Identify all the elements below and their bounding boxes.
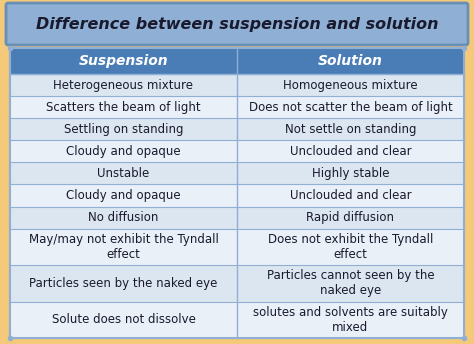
Bar (10, 265, 237, 302)
Text: Does not scatter the beam of light: Does not scatter the beam of light (249, 101, 452, 114)
Bar (10, 184, 237, 206)
Text: Rapid diffusion: Rapid diffusion (307, 211, 394, 224)
Bar (10, 118, 237, 140)
Bar (237, 96, 464, 118)
Bar (10, 48, 464, 338)
Bar (10, 74, 237, 96)
Bar (237, 140, 464, 162)
Bar (10, 48, 237, 74)
Bar (237, 184, 464, 206)
Text: Does not exhibit the Tyndall
effect: Does not exhibit the Tyndall effect (268, 233, 433, 261)
Text: Unstable: Unstable (97, 167, 150, 180)
Bar (237, 118, 464, 140)
Bar (10, 162, 237, 184)
Bar (237, 48, 464, 74)
Text: Suspension: Suspension (79, 54, 168, 68)
Bar (10, 140, 237, 162)
Text: Particles cannot seen by the
naked eye: Particles cannot seen by the naked eye (267, 269, 434, 297)
FancyBboxPatch shape (6, 3, 468, 45)
Bar (10, 96, 237, 118)
Bar (10, 302, 237, 338)
Text: Not settle on standing: Not settle on standing (285, 123, 416, 136)
Text: Highly stable: Highly stable (312, 167, 389, 180)
Bar (10, 229, 237, 265)
Text: Cloudy and opaque: Cloudy and opaque (66, 189, 181, 202)
Bar (237, 302, 464, 338)
Bar (237, 74, 464, 96)
Bar (237, 229, 464, 265)
Text: Unclouded and clear: Unclouded and clear (290, 189, 411, 202)
Text: Cloudy and opaque: Cloudy and opaque (66, 145, 181, 158)
Text: May/may not exhibit the Tyndall
effect: May/may not exhibit the Tyndall effect (28, 233, 219, 261)
Bar (237, 265, 464, 302)
Bar (10, 48, 464, 338)
Text: Particles seen by the naked eye: Particles seen by the naked eye (29, 277, 218, 290)
Text: Heterogeneous mixture: Heterogeneous mixture (54, 78, 193, 92)
Text: No diffusion: No diffusion (88, 211, 159, 224)
Text: Scatters the beam of light: Scatters the beam of light (46, 101, 201, 114)
Text: Unclouded and clear: Unclouded and clear (290, 145, 411, 158)
Text: Settling on standing: Settling on standing (64, 123, 183, 136)
Text: Solution: Solution (318, 54, 383, 68)
Text: solutes and solvents are suitably
mixed: solutes and solvents are suitably mixed (253, 306, 448, 334)
Bar (237, 162, 464, 184)
Text: Homogeneous mixture: Homogeneous mixture (283, 78, 418, 92)
Text: Difference between suspension and solution: Difference between suspension and soluti… (36, 17, 438, 32)
Text: Solute does not dissolve: Solute does not dissolve (52, 313, 195, 326)
Bar (237, 206, 464, 229)
Bar (10, 206, 237, 229)
